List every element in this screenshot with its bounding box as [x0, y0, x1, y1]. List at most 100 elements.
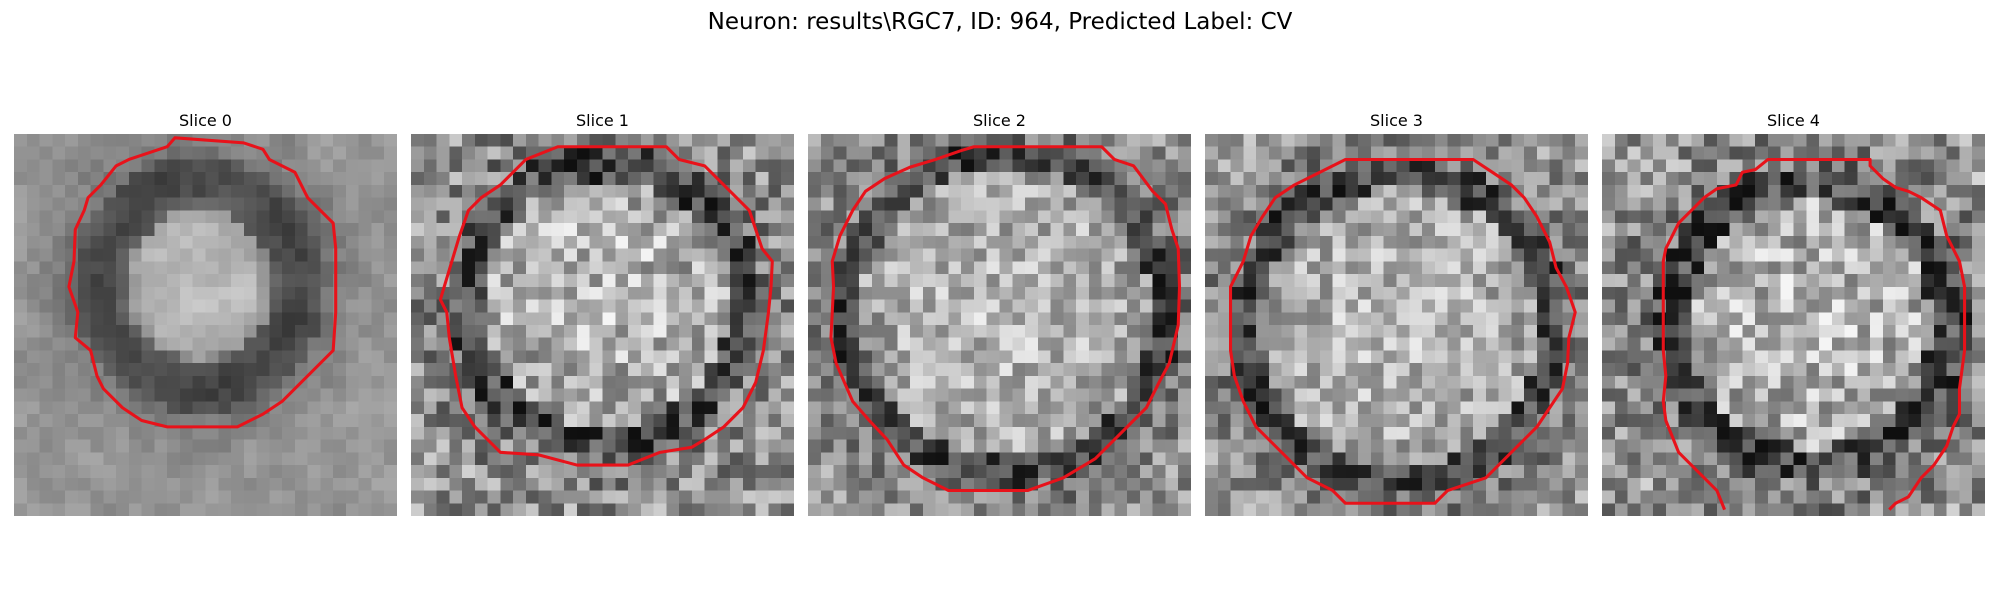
pixel	[999, 248, 1013, 262]
pixel	[730, 286, 744, 300]
pixel	[1409, 197, 1423, 211]
pixel	[320, 172, 334, 186]
pixel	[1755, 414, 1769, 428]
pixel	[26, 274, 40, 288]
pixel	[538, 197, 552, 211]
pixel	[77, 503, 91, 516]
pixel	[436, 146, 450, 160]
pixel	[1139, 146, 1153, 160]
pixel	[1691, 210, 1705, 224]
pixel	[948, 350, 962, 364]
pixel	[1050, 325, 1064, 338]
pixel	[231, 401, 245, 415]
pixel	[243, 312, 257, 326]
pixel	[500, 414, 514, 428]
pixel	[1908, 439, 1922, 453]
pixel	[1165, 184, 1179, 198]
pixel	[1383, 286, 1397, 300]
pixel	[1729, 159, 1743, 173]
pixel	[742, 465, 756, 479]
pixel	[1549, 452, 1563, 466]
pixel	[449, 312, 463, 326]
pixel	[1806, 261, 1820, 275]
pixel	[808, 337, 822, 351]
pixel	[1882, 146, 1896, 160]
pixel	[1294, 414, 1308, 428]
pixel	[1933, 337, 1947, 351]
pixel	[128, 388, 142, 402]
pixel	[52, 146, 66, 160]
pixel	[781, 235, 794, 249]
pixel	[679, 465, 693, 479]
pixel	[871, 159, 885, 173]
pixel	[1882, 210, 1896, 224]
pixel	[551, 312, 565, 326]
pixel	[1025, 452, 1039, 466]
pixel	[371, 197, 385, 211]
pixel	[564, 439, 578, 453]
pixel	[128, 286, 142, 300]
pixel	[1614, 414, 1628, 428]
pixel	[333, 350, 347, 364]
pixel	[358, 414, 372, 428]
pixel	[269, 286, 283, 300]
pixel	[704, 146, 718, 160]
pixel	[1050, 223, 1064, 237]
pixel	[948, 261, 962, 275]
pixel	[871, 363, 885, 377]
pixel	[1870, 375, 1884, 389]
pixel	[1025, 337, 1039, 351]
pixel	[1256, 490, 1270, 504]
pixel	[1908, 261, 1922, 275]
pixel	[1230, 197, 1244, 211]
pixel	[1665, 465, 1679, 479]
pixel	[1012, 363, 1026, 377]
pixel	[141, 235, 155, 249]
pixel	[231, 184, 245, 198]
pixel	[1653, 223, 1667, 237]
pixel	[640, 465, 654, 479]
pixel	[1549, 312, 1563, 326]
pixel	[768, 184, 782, 198]
pixel	[77, 350, 91, 364]
pixel	[205, 375, 219, 389]
pixel	[1870, 363, 1884, 377]
pixel	[1972, 184, 1985, 198]
pixel	[666, 159, 680, 173]
pixel	[141, 274, 155, 288]
pixel	[666, 261, 680, 275]
pixel	[513, 452, 527, 466]
pixel	[1575, 261, 1588, 275]
pixel	[1972, 350, 1985, 364]
pixel	[39, 235, 53, 249]
pixel	[615, 350, 629, 364]
pixel	[1562, 490, 1576, 504]
pixel	[116, 426, 130, 440]
pixel	[1152, 490, 1166, 504]
pixel	[103, 350, 117, 364]
pixel	[1139, 159, 1153, 173]
pixel	[128, 350, 142, 364]
pixel	[1037, 350, 1051, 364]
pixel	[1831, 363, 1845, 377]
pixel	[1217, 490, 1231, 504]
pixel	[986, 172, 1000, 186]
pixel	[589, 490, 603, 504]
pixel	[384, 172, 397, 186]
pixel	[384, 350, 397, 364]
pixel	[884, 414, 898, 428]
pixel	[871, 274, 885, 288]
pixel	[1691, 223, 1705, 237]
pixel	[128, 274, 142, 288]
pixel	[65, 197, 79, 211]
pixel	[1819, 452, 1833, 466]
pixel	[1243, 388, 1257, 402]
pixel	[1281, 337, 1295, 351]
pixel	[462, 452, 476, 466]
pixel	[1882, 465, 1896, 479]
pixel	[167, 235, 181, 249]
pixel	[808, 184, 822, 198]
pixel	[1256, 350, 1270, 364]
pixel	[820, 172, 834, 186]
pixel	[1524, 223, 1538, 237]
